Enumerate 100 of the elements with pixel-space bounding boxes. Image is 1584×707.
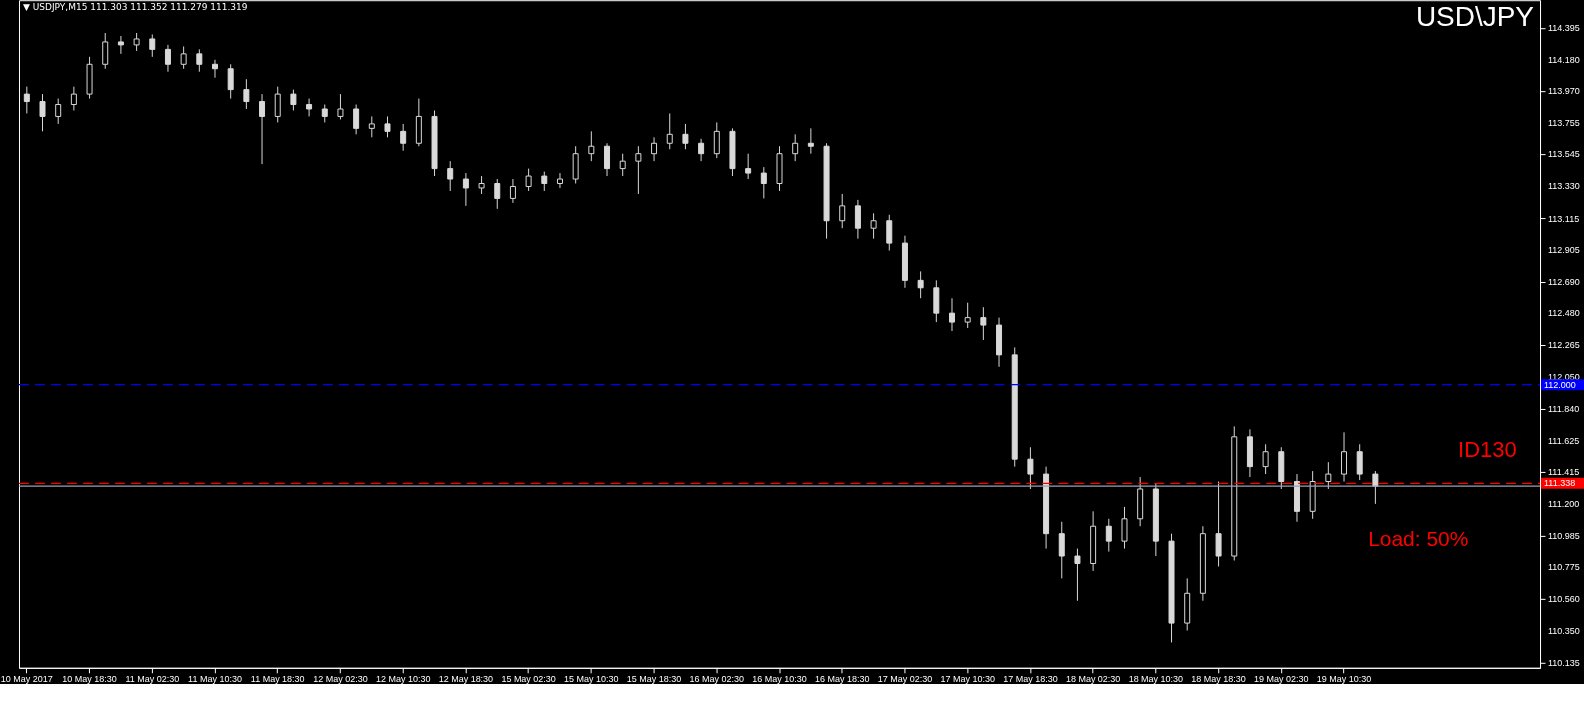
- candlestick: [274, 86, 281, 123]
- candlestick: [1074, 548, 1081, 602]
- ref-line-label: 112.000: [1544, 379, 1576, 390]
- candlestick: [368, 115, 375, 138]
- annotation: ID130: [1458, 436, 1517, 462]
- x-tick-label: 10 May 18:30: [62, 674, 117, 685]
- candlestick: [1121, 506, 1128, 550]
- candlestick: [117, 35, 124, 55]
- y-tick-label: 113.115: [1548, 213, 1580, 224]
- candlestick: [964, 302, 971, 329]
- candlestick: [384, 115, 391, 138]
- candlestick: [745, 153, 752, 180]
- x-tick-label: 11 May 10:30: [188, 674, 242, 685]
- candlestick: [854, 199, 861, 240]
- candlestick: [196, 48, 203, 73]
- candlestick: [23, 86, 30, 114]
- x-tick-label: 12 May 02:30: [313, 674, 368, 685]
- x-tick-label: 16 May 02:30: [689, 674, 745, 685]
- x-tick-label: 11 May 18:30: [250, 674, 305, 685]
- candlestick: [337, 93, 344, 120]
- candlestick: [227, 63, 234, 100]
- candlestick: [243, 78, 250, 110]
- candlestick: [39, 93, 46, 132]
- x-tick-label: 11 May 02:30: [125, 674, 180, 685]
- y-tick-label: 111.840: [1548, 403, 1580, 414]
- candlestick: [1372, 470, 1379, 505]
- candlestick: [462, 172, 469, 207]
- x-tick-label: 17 May 18:30: [1003, 674, 1058, 685]
- candlestick: [102, 32, 109, 70]
- x-tick-label: 19 May 10:30: [1316, 674, 1372, 685]
- y-tick-label: 111.625: [1548, 435, 1580, 446]
- y-tick-label: 112.265: [1548, 340, 1580, 351]
- candlestick: [400, 123, 407, 152]
- y-tick-label: 113.755: [1548, 118, 1580, 129]
- x-tick-label: 19 May 02:30: [1254, 674, 1309, 685]
- candlestick: [259, 93, 266, 165]
- candlestick: [212, 59, 218, 79]
- candlestick: [55, 98, 62, 125]
- x-tick-label: 16 May 10:30: [752, 674, 807, 685]
- x-tick-label: 17 May 02:30: [877, 674, 933, 685]
- candlestick: [619, 153, 626, 177]
- candlestick: [1356, 443, 1363, 481]
- y-tick-label: 112.905: [1548, 244, 1580, 255]
- candlestick: [1215, 481, 1222, 567]
- candlestick: [917, 270, 924, 299]
- y-tick-label: 114.180: [1548, 54, 1580, 65]
- candlestick: [698, 138, 705, 162]
- candlestick: [635, 145, 642, 195]
- candlestick: [839, 193, 846, 229]
- x-tick-label: 12 May 10:30: [375, 674, 431, 685]
- candlestick: [1105, 518, 1112, 553]
- candlestick: [651, 136, 658, 162]
- candlestick: [870, 212, 877, 240]
- y-tick-label: 110.350: [1548, 625, 1580, 636]
- candlestick: [604, 142, 611, 177]
- candlestick: [306, 98, 313, 117]
- y-tick-label: 110.560: [1548, 594, 1580, 605]
- annotation: Load: 50%: [1368, 526, 1469, 550]
- y-tick-label: 113.330: [1548, 181, 1580, 192]
- y-tick-label: 111.415: [1548, 466, 1580, 477]
- y-tick-label: 114.395: [1548, 22, 1580, 33]
- candlestick: [760, 166, 767, 199]
- candlestick: [807, 127, 814, 155]
- x-tick-label: 18 May 10:30: [1128, 674, 1184, 685]
- candlestick: [164, 44, 171, 73]
- candlestick: [1262, 443, 1269, 475]
- x-tick-label: 18 May 02:30: [1065, 674, 1121, 685]
- y-tick-label: 110.775: [1548, 562, 1580, 573]
- candlestick: [886, 214, 893, 252]
- candlestick: [180, 45, 187, 70]
- candlestick: [494, 178, 501, 210]
- candlestick: [541, 171, 548, 192]
- chart-subtitle: ▼ USDJPY,M15 111.303 111.352 111.279 111.319: [22, 2, 248, 13]
- y-tick-label: 113.545: [1548, 149, 1580, 160]
- candlestick: [70, 86, 77, 111]
- candlestick: [509, 178, 516, 204]
- candlestick: [666, 112, 673, 150]
- x-tick-label: 17 May 10:30: [940, 674, 995, 685]
- candlestick: [290, 89, 297, 111]
- candlestick: [1341, 431, 1348, 483]
- chart-title: USD\JPY: [1415, 1, 1535, 33]
- candlestick: [588, 130, 595, 162]
- candlestick: [556, 172, 563, 189]
- x-tick-label: 15 May 02:30: [501, 674, 556, 685]
- x-tick-label: 10 May 2017: [0, 674, 53, 685]
- y-tick-label: 113.970: [1548, 86, 1580, 97]
- x-tick-label: 15 May 10:30: [564, 674, 619, 685]
- y-tick-label: 110.985: [1548, 530, 1580, 541]
- candlestick: [1058, 521, 1065, 579]
- candlestick: [682, 123, 689, 150]
- x-tick-label: 15 May 18:30: [626, 674, 682, 685]
- x-tick-label: 18 May 18:30: [1191, 674, 1246, 685]
- y-tick-label: 110.135: [1548, 657, 1580, 668]
- y-tick-label: 112.690: [1548, 276, 1580, 287]
- candlestick: [149, 33, 156, 58]
- candlestick: [353, 104, 360, 135]
- x-tick-label: 16 May 18:30: [815, 674, 870, 685]
- candlestick: [792, 133, 799, 162]
- candlestick: [980, 306, 987, 341]
- candlestick: [447, 160, 454, 192]
